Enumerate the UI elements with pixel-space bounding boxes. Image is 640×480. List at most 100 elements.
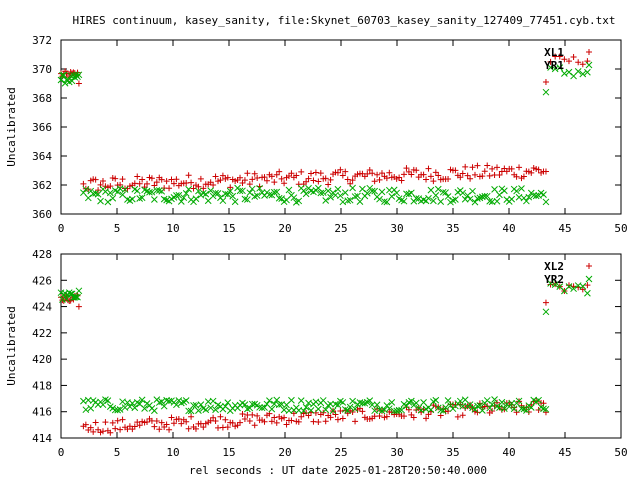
data-point: [354, 192, 361, 200]
data-point: [158, 187, 166, 195]
data-point: [427, 173, 434, 180]
data-point: [325, 181, 332, 188]
data-point: [540, 405, 547, 413]
data-point: [241, 416, 248, 423]
data-point: [408, 171, 415, 178]
data-point: [107, 183, 114, 190]
data-point: [327, 400, 334, 408]
data-point: [339, 415, 346, 422]
y-tick-label: 418: [32, 379, 52, 392]
data-point: [155, 187, 163, 194]
legend-marker: [586, 49, 592, 55]
legend-label: XL2: [544, 260, 564, 273]
data-point: [71, 293, 79, 301]
data-point: [556, 53, 563, 60]
data-point: [273, 188, 281, 196]
data-point: [518, 405, 525, 413]
data-point: [542, 299, 549, 306]
data-point: [570, 285, 577, 293]
y-tick-label: 416: [32, 406, 52, 419]
y-axis-label: Uncalibrated: [5, 87, 18, 166]
data-point: [486, 172, 493, 179]
data-point: [295, 418, 302, 425]
data-point: [175, 415, 182, 422]
data-point: [368, 187, 376, 195]
data-point: [400, 197, 408, 205]
data-point: [471, 171, 478, 178]
data-point: [195, 187, 202, 195]
data-point: [239, 187, 246, 195]
data-point: [523, 407, 530, 414]
data-point: [324, 187, 332, 195]
data-point: [417, 406, 425, 414]
data-point: [334, 169, 341, 176]
data-point: [584, 282, 591, 289]
x-tick-label: 35: [446, 222, 459, 235]
x-tick-label: 30: [390, 222, 403, 235]
data-point: [109, 419, 116, 426]
data-point: [261, 404, 268, 411]
data-point: [493, 197, 501, 205]
data-point: [464, 172, 471, 179]
data-point: [510, 405, 518, 413]
data-point: [226, 187, 234, 195]
data-point: [82, 406, 90, 414]
data-point: [300, 407, 308, 415]
data-point: [249, 411, 256, 418]
data-point: [462, 163, 469, 170]
x-tick-label: 25: [334, 222, 347, 235]
data-point: [136, 422, 143, 429]
data-point: [192, 425, 199, 432]
data-point: [434, 185, 442, 193]
data-point: [271, 179, 278, 186]
series-XL2: [58, 281, 591, 436]
data-point: [356, 198, 364, 205]
data-point: [210, 182, 217, 189]
data-point: [315, 178, 322, 185]
data-point: [401, 171, 408, 178]
y-tick-label: 424: [32, 301, 52, 314]
data-point: [92, 419, 99, 426]
data-point: [513, 187, 520, 195]
data-point: [241, 177, 248, 184]
x-tick-label: 50: [614, 446, 627, 459]
data-point: [134, 419, 141, 426]
data-point: [508, 195, 516, 203]
data-point: [266, 191, 273, 199]
data-point: [138, 396, 146, 404]
series-YR2: [57, 280, 591, 415]
data-point: [217, 177, 224, 184]
data-point: [128, 195, 136, 203]
data-point: [75, 287, 83, 295]
y-axis-label: Uncalibrated: [5, 306, 18, 385]
data-point: [542, 168, 549, 175]
data-point: [281, 414, 288, 421]
data-point: [364, 170, 371, 177]
data-point: [496, 172, 503, 179]
data-point: [185, 407, 192, 415]
data-point: [246, 404, 254, 412]
data-point: [254, 174, 261, 181]
data-point: [197, 401, 205, 408]
data-point: [383, 413, 390, 420]
data-point: [60, 71, 68, 79]
data-point: [178, 420, 185, 427]
data-point: [420, 171, 427, 178]
data-point: [317, 189, 325, 197]
data-point: [188, 413, 195, 420]
data-point: [584, 289, 591, 297]
data-point: [437, 406, 445, 414]
data-point: [151, 196, 158, 203]
data-point: [452, 401, 459, 408]
data-point: [185, 425, 192, 432]
data-point: [435, 172, 442, 179]
data-point: [268, 173, 275, 180]
data-point: [221, 190, 229, 198]
data-point: [68, 77, 76, 85]
data-point: [459, 189, 467, 197]
data-point: [158, 419, 165, 426]
data-point: [202, 190, 210, 198]
data-point: [168, 414, 175, 421]
data-point: [459, 402, 467, 410]
data-point: [432, 396, 440, 404]
